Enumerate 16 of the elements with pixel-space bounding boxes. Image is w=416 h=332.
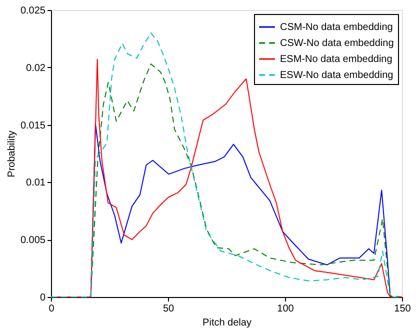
y-tick-label: 0.01	[26, 178, 46, 189]
legend-label: CSW-No data embedding	[280, 38, 394, 49]
x-tick-label: 150	[394, 304, 412, 314]
y-tick-label: 0.025	[20, 6, 46, 16]
legend-label: ESM-No data embedding	[280, 54, 392, 65]
y-tick-label: 0.02	[26, 62, 46, 74]
x-tick-label: 100	[277, 304, 294, 314]
y-tick-label: 0.005	[20, 235, 46, 246]
y-tick-label: 0.015	[20, 120, 46, 132]
x-axis-title: Pitch delay	[202, 318, 252, 328]
y-axis-title: Probability	[6, 130, 18, 178]
x-tick-label: 50	[162, 304, 174, 314]
legend-label: CSM-No data embedding	[280, 22, 393, 33]
y-tick-label: 0	[40, 292, 46, 304]
legend-label: ESW-No data embedding	[280, 70, 394, 81]
x-tick-label: 0	[48, 304, 55, 314]
